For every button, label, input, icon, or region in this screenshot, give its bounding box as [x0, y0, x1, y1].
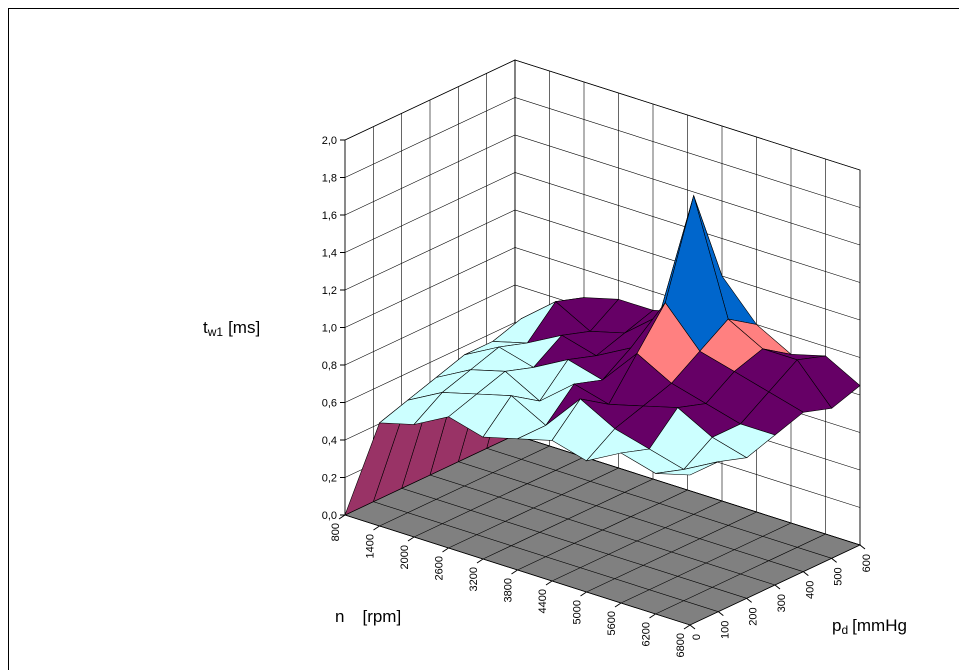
- y-tick: [689, 624, 696, 630]
- x-tick-label: 1400: [365, 534, 377, 558]
- x-tick-label: 4400: [537, 589, 549, 613]
- z-tick-label: 0,0: [322, 510, 337, 522]
- x-tick-label: 2600: [434, 556, 446, 580]
- y-axis-label: pd [mmHg: [832, 616, 907, 637]
- z-tick-label: 1,6: [322, 210, 337, 222]
- z-tick-label: 2,0: [322, 135, 337, 147]
- x-tick-label: 2000: [399, 545, 411, 569]
- y-tick: [774, 584, 781, 590]
- x-tick-label: 6800: [675, 633, 687, 657]
- x-tick-label: 5600: [606, 611, 618, 635]
- y-tick-label: 0: [691, 634, 703, 640]
- z-tick-label: 0,4: [322, 435, 337, 447]
- x-label-unit: [rpm]: [362, 607, 401, 626]
- x-axis-label: n [rpm]: [335, 607, 401, 626]
- x-tick: [476, 558, 484, 564]
- surface: [344, 194, 861, 516]
- x-tick-label: 3800: [503, 578, 515, 602]
- z-tick-label: 1,8: [322, 173, 337, 185]
- surface-cell: [655, 461, 719, 476]
- x-tick-label: 6200: [641, 622, 653, 646]
- x-tick: [683, 624, 691, 630]
- x-tick: [545, 580, 553, 586]
- z-label-unit: [ms]: [228, 318, 260, 337]
- y-tick: [746, 597, 752, 603]
- y-tick: [803, 571, 809, 577]
- z-tick-label: 1,4: [322, 248, 337, 260]
- y-label-main: p: [832, 616, 841, 635]
- x-tick-label: 5000: [572, 600, 584, 624]
- z-tick-label: 1,0: [322, 323, 337, 335]
- x-tick: [373, 525, 380, 531]
- x-tick: [580, 591, 587, 597]
- y-tick: [831, 557, 837, 563]
- x-tick: [407, 536, 415, 542]
- x-tick: [614, 602, 622, 608]
- x-tick: [511, 569, 518, 575]
- z-label-sub: w1: [207, 325, 224, 339]
- x-tick-label: 800: [330, 523, 342, 541]
- y-tick-label: 600: [861, 554, 873, 572]
- z-label-main: t: [203, 318, 208, 337]
- labels: tw1 [ms] n [rpm] pd [mmHg 0,0 0,2 0,4 0,6 0,8 1,…: [203, 135, 907, 657]
- z-tick-label: 0,2: [322, 473, 337, 485]
- y-tick-label: 500: [833, 567, 845, 585]
- x-tick: [649, 613, 656, 619]
- x-tick-label: 3200: [468, 567, 480, 591]
- y-tick: [718, 611, 724, 617]
- y-tick-label: 400: [804, 581, 816, 599]
- z-tick-label: 1,2: [322, 285, 337, 297]
- z-tick-label: 0,6: [322, 398, 337, 410]
- y-tick-label: 100: [719, 621, 731, 639]
- z-axis-label: tw1 [ms]: [203, 318, 260, 339]
- z-tick-label: 0,8: [322, 360, 337, 372]
- x-tick: [442, 547, 449, 553]
- y-tick: [859, 544, 866, 550]
- x-tick: [338, 514, 346, 520]
- x-label-main: n: [335, 607, 344, 626]
- y-tick-label: 300: [776, 594, 788, 612]
- y-tick-label: 200: [748, 607, 760, 625]
- y-label-sub: d: [841, 623, 848, 637]
- y-label-unit: [mmHg: [852, 616, 907, 635]
